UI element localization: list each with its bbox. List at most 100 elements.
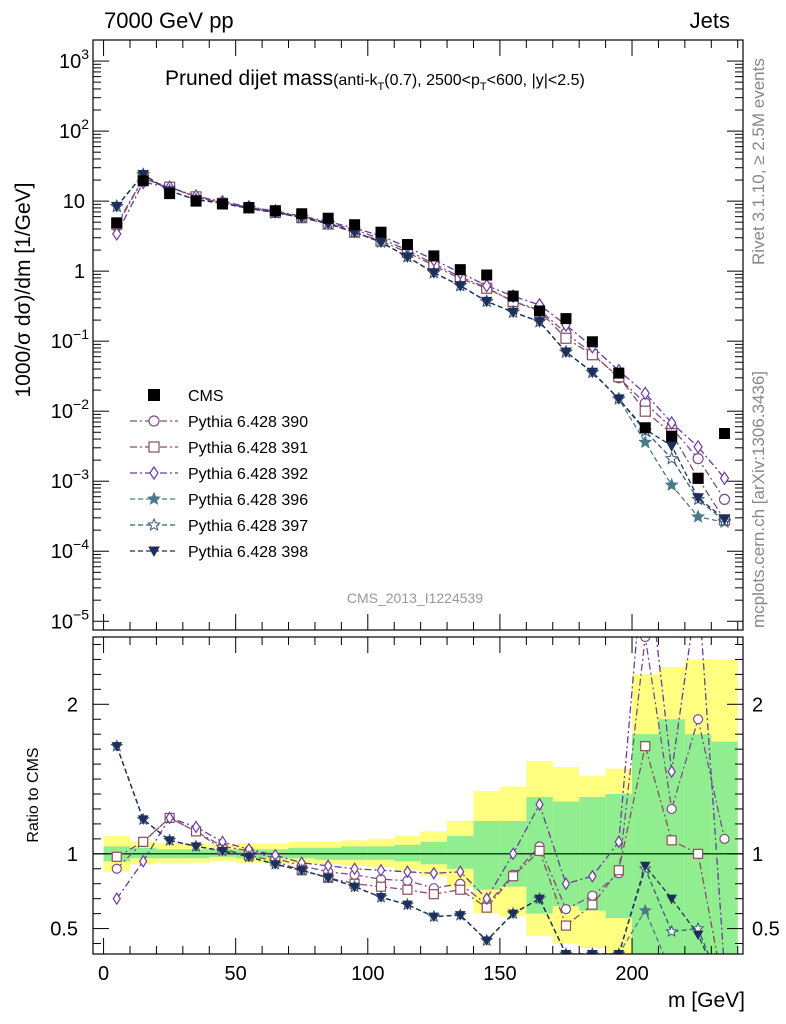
main-series-point xyxy=(639,405,651,417)
legend-item-2: Pythia 6.428 391 xyxy=(130,440,308,457)
ratio-series-point xyxy=(667,764,676,779)
process-label: Jets xyxy=(690,8,730,33)
plot-title-sub-t1: T xyxy=(378,81,385,93)
cms-data-point xyxy=(137,175,149,187)
ratio-series-point xyxy=(456,865,465,879)
ratio-series-3 xyxy=(112,637,725,954)
main-y-tick-base: 10 xyxy=(51,611,73,633)
ratio-series-point xyxy=(534,845,545,856)
main-series-point xyxy=(110,201,123,213)
ratio-series-point xyxy=(190,842,202,852)
cms-data-point xyxy=(481,269,493,281)
legend-item-cms: CMS xyxy=(148,388,224,405)
stat-band-green xyxy=(394,844,421,862)
cms-data-point xyxy=(375,226,387,238)
ratio-series-point xyxy=(665,924,679,938)
ratio-series-point xyxy=(112,892,121,906)
ratio-series-point xyxy=(322,873,334,884)
x-tick-label: 100 xyxy=(351,963,384,985)
main-y-tick-exp: −4 xyxy=(73,536,89,552)
ratio-series-point xyxy=(613,865,624,876)
stat-band-green xyxy=(129,847,157,859)
stat-band-green xyxy=(420,841,448,865)
legend-item-5: Pythia 6.428 397 xyxy=(130,517,308,535)
cms-data-point xyxy=(666,430,678,442)
x-axis-label: m [GeV] xyxy=(668,989,745,1012)
main-series-point xyxy=(664,451,679,465)
legend-marker xyxy=(148,415,160,427)
cms-data-point xyxy=(111,217,123,229)
plot-title-sub-c: <600, |y|<2.5) xyxy=(487,72,585,89)
main-series-point xyxy=(719,471,730,486)
legend-marker xyxy=(148,389,160,401)
cms-data-point xyxy=(322,212,334,224)
ratio-series-line xyxy=(116,745,708,954)
legend-label: Pythia 6.428 396 xyxy=(188,492,308,509)
cms-data-point xyxy=(560,313,572,325)
ratio-series-point xyxy=(350,862,359,876)
main-series-point xyxy=(640,386,650,401)
ratio-series-point xyxy=(111,863,122,874)
ratio-series-point xyxy=(508,871,519,882)
cms-data-point xyxy=(692,472,704,484)
ratio-series-point xyxy=(560,950,572,954)
main-frame xyxy=(92,39,744,631)
ratio-series-point xyxy=(164,836,175,846)
ratio-series-point xyxy=(613,950,625,954)
stat-band-green xyxy=(684,734,712,954)
ratio-series-point xyxy=(588,869,597,883)
plot-title-sub-a: (anti-k xyxy=(333,72,378,89)
legend: CMS Pythia 6.428 390 Pythia 6.428 391 Pythi… xyxy=(130,388,308,561)
ratio-y-tick-label-right: 1 xyxy=(752,844,763,866)
legend-label: Pythia 6.428 398 xyxy=(188,544,308,561)
main-y-tick-label: 10−5 xyxy=(51,606,89,633)
ratio-series-point xyxy=(640,741,651,752)
main-y-tick-base: 10 xyxy=(51,541,73,563)
cms-data-point xyxy=(719,428,731,440)
main-series-line xyxy=(116,181,725,479)
stat-band-green xyxy=(632,734,659,954)
legend-marker xyxy=(149,465,159,481)
main-y-tick-exp: −2 xyxy=(73,396,89,412)
ratio-series-point xyxy=(508,847,518,861)
main-series-3 xyxy=(112,175,730,486)
main-y-tick-exp: −1 xyxy=(73,326,89,342)
main-y-tick-exp: 3 xyxy=(81,46,89,62)
cms-data-point xyxy=(296,208,308,220)
stat-band-green xyxy=(447,835,474,869)
legend-item-6: Pythia 6.428 398 xyxy=(130,544,308,561)
cms-data-point xyxy=(613,367,625,379)
ratio-y-tick-label: 2 xyxy=(67,694,78,716)
main-y-label: 1000/σ dσ)/dm [1/GeV] xyxy=(12,182,35,397)
main-series-point xyxy=(480,296,493,308)
cms-data-point xyxy=(534,305,546,317)
main-series-point xyxy=(692,493,704,504)
ratio-x-axis: 0 50 100 150 200 xyxy=(98,637,739,985)
ratio-series-point xyxy=(560,920,572,931)
ratio-series-point xyxy=(481,936,493,947)
ratio-series-point xyxy=(560,904,572,915)
legend-marker xyxy=(148,546,160,558)
ratio-series-line xyxy=(116,637,725,954)
legend-item-4: Pythia 6.428 396 xyxy=(130,491,308,509)
main-y-tick-base: 1 xyxy=(74,261,85,283)
ratio-series-point xyxy=(403,865,412,879)
main-series-point xyxy=(112,226,122,242)
main-y-tick-exp: −5 xyxy=(73,606,89,622)
cms-data-point xyxy=(164,188,176,200)
analysis-id-label: CMS_2013_I1224539 xyxy=(347,590,483,606)
main-series-point xyxy=(401,252,414,263)
cms-data-point xyxy=(401,239,413,251)
ratio-series-point xyxy=(428,889,439,900)
main-series-point xyxy=(375,237,387,249)
ratio-series-point xyxy=(375,893,387,903)
main-series-point xyxy=(507,307,519,319)
main-x-ticks xyxy=(103,40,739,630)
ratio-y-axis: 0.5 0.5 1 1 2 2 xyxy=(50,643,780,945)
ratio-series-point xyxy=(507,909,519,920)
ratio-series-point xyxy=(614,835,624,849)
main-series-point xyxy=(560,332,572,344)
main-series-point xyxy=(665,441,678,452)
main-y-tick-base: 10 xyxy=(51,331,73,353)
main-series-point xyxy=(666,415,677,430)
